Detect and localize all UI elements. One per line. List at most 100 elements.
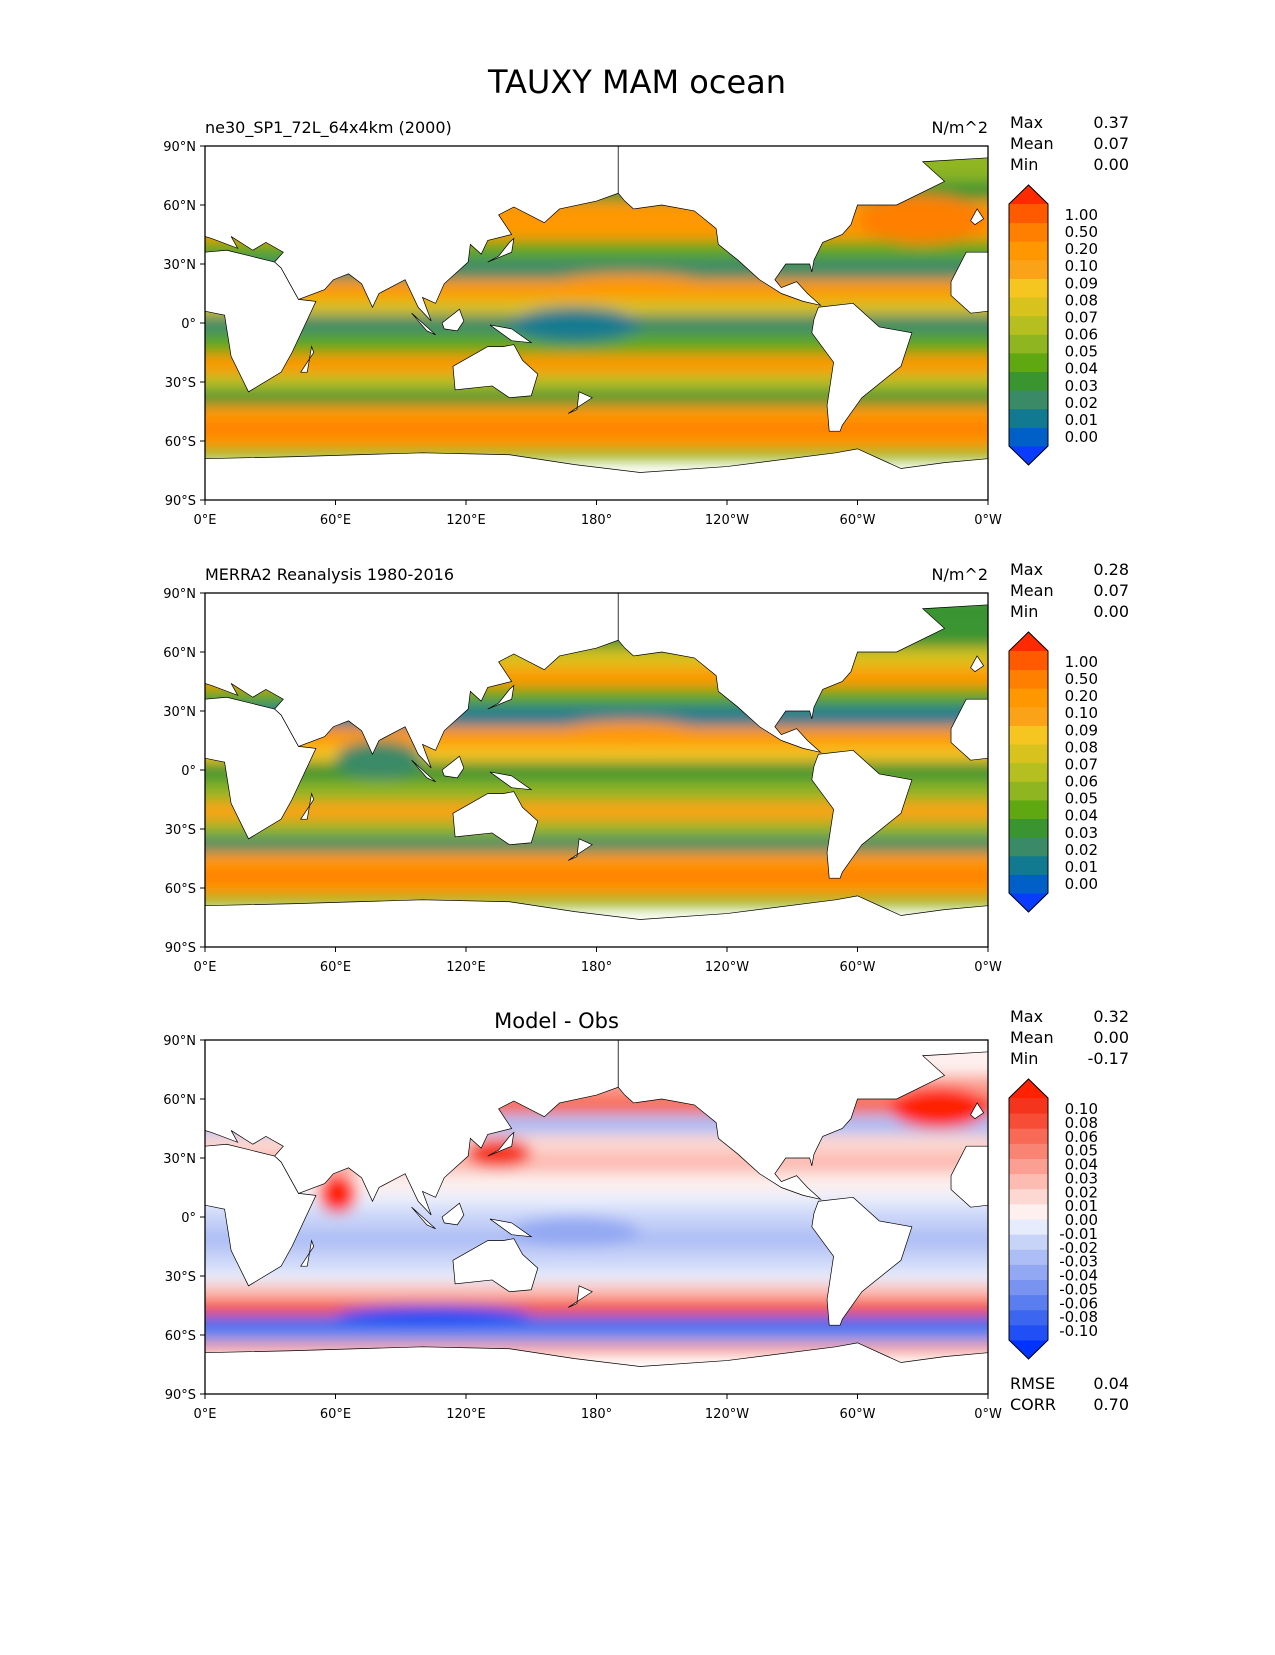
lon-tick-label: 0°W bbox=[974, 1407, 1002, 1422]
zonal-band bbox=[205, 852, 988, 869]
colorbar-extend-min bbox=[1009, 1340, 1048, 1359]
land-outline bbox=[568, 391, 593, 414]
colorbar-bin bbox=[1009, 744, 1048, 764]
colorbar: 0.000.010.020.030.040.050.060.070.080.09… bbox=[1008, 184, 1098, 466]
panel-units: N/m^2 bbox=[931, 118, 988, 137]
zonal-band bbox=[205, 1283, 988, 1300]
lat-tick-label: 0° bbox=[181, 317, 196, 332]
colorbar-tick-label: -0.02 bbox=[1059, 1239, 1098, 1257]
colorbar-extend-max bbox=[1009, 632, 1048, 651]
colorbar-bin bbox=[1009, 1294, 1048, 1311]
zonal-band bbox=[205, 421, 988, 438]
colorbar-bin bbox=[1009, 352, 1048, 373]
stat-value-max: 0.28 bbox=[1093, 560, 1129, 579]
colorbar-tick-label: 1.00 bbox=[1065, 206, 1098, 224]
stat-label: Min bbox=[1010, 155, 1038, 174]
lat-tick-label: 30°N bbox=[163, 705, 196, 720]
land-outline bbox=[411, 1206, 436, 1230]
colorbar-bin bbox=[1009, 1098, 1048, 1114]
land-outline bbox=[568, 838, 593, 861]
lat-tick-label: 90°S bbox=[165, 941, 196, 956]
colorbar-tick-label: -0.04 bbox=[1059, 1267, 1098, 1285]
stat-label: Mean bbox=[1010, 581, 1054, 600]
stat-label: Mean bbox=[1010, 134, 1054, 153]
colorbar-extend-max bbox=[1009, 185, 1048, 204]
colorbar-bin bbox=[1009, 837, 1048, 857]
colorbar-bin bbox=[1009, 427, 1048, 447]
colorbar-bin bbox=[1009, 204, 1048, 224]
colorbar-bin bbox=[1009, 1143, 1048, 1159]
zonal-band bbox=[205, 299, 988, 316]
colorbar-tick-label: 0.05 bbox=[1065, 790, 1098, 808]
land-outline bbox=[452, 344, 539, 399]
colorbar-tick-label: -0.03 bbox=[1059, 1253, 1098, 1271]
land-outline bbox=[489, 1218, 533, 1238]
lon-tick-label: 0°E bbox=[194, 513, 217, 528]
contour-field bbox=[205, 593, 988, 947]
zonal-band bbox=[205, 1268, 988, 1284]
colorbar-bin bbox=[1009, 669, 1048, 689]
colorbar: 0.000.010.020.030.040.050.060.070.080.09… bbox=[1008, 631, 1098, 913]
land-outline bbox=[452, 791, 539, 846]
lat-tick-label: 60°S bbox=[165, 435, 196, 450]
land-outline bbox=[950, 1145, 988, 1208]
colorbar-bin bbox=[1009, 371, 1048, 391]
map-panel-1: 90°N 60°N 30°N 0° 30°S 60°S 90°S 0°E 60°E 120°E 18… bbox=[163, 113, 1129, 528]
colorbar-bin bbox=[1009, 1188, 1048, 1205]
lat-tick-label: 30°N bbox=[163, 1152, 196, 1167]
stat-value-mean: 0.00 bbox=[1093, 1028, 1129, 1047]
colorbar-tick-label: 0.08 bbox=[1065, 291, 1098, 309]
field-feature bbox=[318, 1173, 358, 1214]
land-outline bbox=[205, 146, 619, 322]
colorbar-bin bbox=[1009, 706, 1048, 726]
land-outline bbox=[811, 302, 913, 432]
colorbar-bin bbox=[1009, 1309, 1048, 1326]
lat-tick-label: 30°S bbox=[165, 1270, 196, 1285]
land-outline bbox=[300, 1239, 315, 1267]
colorbar-bin bbox=[1009, 818, 1048, 838]
lat-tick-label: 60°S bbox=[165, 882, 196, 897]
colorbar-extend-max bbox=[1009, 1079, 1048, 1098]
lon-tick-label: 120°E bbox=[446, 960, 486, 975]
lat-tick-label: 60°N bbox=[163, 199, 196, 214]
land-outline bbox=[205, 593, 619, 769]
colorbar: -0.10-0.08-0.06-0.05-0.04-0.03-0.02-0.01… bbox=[1008, 1078, 1098, 1360]
land-outline bbox=[441, 755, 465, 779]
colorbar-tick-label: 0.01 bbox=[1065, 858, 1098, 876]
lat-tick-label: 90°N bbox=[163, 1034, 196, 1049]
land-outline bbox=[300, 345, 315, 373]
colorbar-bin bbox=[1009, 334, 1048, 354]
lon-tick-label: 60°W bbox=[840, 960, 876, 975]
field-feature bbox=[553, 273, 706, 294]
zonal-band bbox=[205, 1248, 988, 1269]
lat-tick-label: 90°S bbox=[165, 1388, 196, 1403]
land-outline bbox=[617, 1040, 988, 1200]
colorbar-tick-label: 0.20 bbox=[1065, 240, 1098, 258]
colorbar-bin bbox=[1009, 1264, 1048, 1280]
colorbar-bin bbox=[1009, 241, 1048, 261]
colorbar-bin bbox=[1009, 222, 1048, 242]
colorbar-bin bbox=[1009, 762, 1048, 782]
land-outline bbox=[489, 771, 533, 791]
lon-tick-label: 120°W bbox=[705, 960, 749, 975]
colorbar-tick-label: -0.06 bbox=[1059, 1294, 1098, 1312]
colorbar-tick-label: 0.05 bbox=[1065, 343, 1098, 361]
colorbar-outline bbox=[1008, 184, 1049, 466]
colorbar-bin bbox=[1009, 390, 1048, 410]
colorbar-bin bbox=[1009, 1219, 1048, 1235]
lon-tick-label: 120°E bbox=[446, 1407, 486, 1422]
lat-tick-label: 90°N bbox=[163, 587, 196, 602]
colorbar-outline bbox=[1008, 631, 1049, 913]
colorbar-tick-label: 1.00 bbox=[1065, 653, 1098, 671]
zonal-band bbox=[205, 1315, 988, 1332]
zonal-band bbox=[205, 437, 988, 449]
colorbar-tick-label: 0.06 bbox=[1065, 773, 1098, 791]
stat-value-max: 0.32 bbox=[1093, 1007, 1129, 1026]
colorbar-bin bbox=[1009, 315, 1048, 335]
land-outline bbox=[441, 1202, 465, 1226]
stat-value-min: 0.00 bbox=[1093, 602, 1129, 621]
land-outline bbox=[617, 146, 988, 306]
land-outline bbox=[441, 308, 465, 332]
colorbar-tick-label: 0.03 bbox=[1065, 824, 1098, 842]
land-outline bbox=[205, 1040, 619, 1216]
